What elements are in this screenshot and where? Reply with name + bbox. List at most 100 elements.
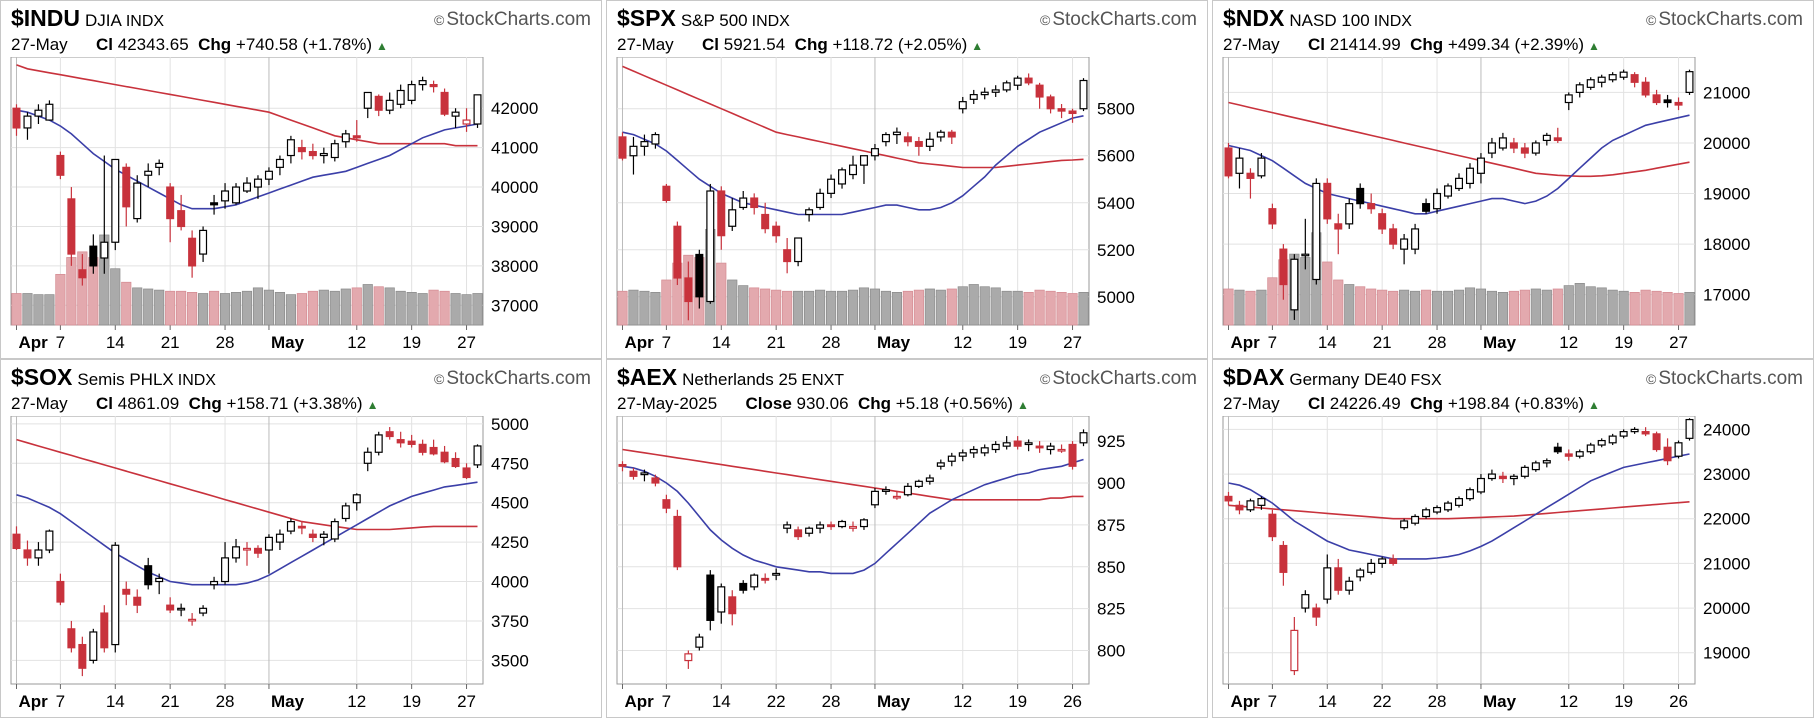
candle xyxy=(1487,137,1496,159)
candle xyxy=(308,529,317,543)
volume-bar xyxy=(727,279,738,326)
candle xyxy=(1553,127,1562,143)
volume-bar xyxy=(143,288,154,326)
candle xyxy=(308,143,317,160)
candle xyxy=(12,104,21,136)
candle xyxy=(144,163,153,188)
chart-panel: $INDU DJIA INDX © StockCharts.com 27-May Cl 4… xyxy=(0,0,602,359)
y-tick-label: 4750 xyxy=(491,454,529,473)
volume-bar xyxy=(1056,292,1067,326)
candle xyxy=(1685,69,1694,95)
candle xyxy=(451,452,460,469)
price-plot: 37000 38000 39000 40000 41000 42000 Apr 7 14 21 28… xyxy=(10,57,538,352)
candle xyxy=(363,447,372,472)
close-value: 5921.54 xyxy=(723,35,786,54)
candle xyxy=(827,521,836,530)
copyright-icon: © xyxy=(1646,371,1657,387)
volume-bar xyxy=(1267,277,1278,326)
y-tick-label: 5400 xyxy=(1097,194,1135,213)
candle xyxy=(1444,500,1453,513)
up-triangle-icon: ▲ xyxy=(376,39,388,53)
volume-bar xyxy=(935,289,946,326)
candle xyxy=(1301,590,1310,613)
candle xyxy=(330,518,339,543)
candle xyxy=(1564,449,1573,461)
candle xyxy=(848,521,858,532)
volume-bar xyxy=(814,289,826,326)
volume-bar xyxy=(263,289,275,326)
price-plot: 17000 18000 19000 20000 21000 Apr 7 14 21 28 May 12… xyxy=(1222,57,1750,352)
candle xyxy=(1663,438,1672,466)
candle xyxy=(473,444,482,469)
candle xyxy=(1674,97,1683,111)
candle xyxy=(1013,75,1022,90)
volume-bar xyxy=(472,293,483,326)
volume-bar xyxy=(913,289,924,326)
volume-bar xyxy=(639,290,650,326)
candle xyxy=(188,230,197,278)
candle xyxy=(155,573,164,595)
candle xyxy=(1268,509,1277,542)
candle xyxy=(1498,471,1507,483)
y-tick-label: 19000 xyxy=(1703,185,1750,204)
volume-bar xyxy=(296,293,307,326)
instrument-name: Netherlands 25 xyxy=(682,370,798,389)
brand-watermark: © StockCharts.com xyxy=(1040,368,1197,390)
moving-average-long xyxy=(16,64,478,147)
candle xyxy=(1685,418,1694,441)
x-tick-label: 27 xyxy=(457,333,476,352)
volume-bar xyxy=(208,290,220,326)
candle xyxy=(166,597,175,614)
candle xyxy=(1674,440,1683,459)
candle xyxy=(1509,137,1518,154)
volume-bar xyxy=(165,290,176,326)
candle xyxy=(848,155,858,180)
chart-panel: $AEX Netherlands 25 ENXT © StockCharts.com 27… xyxy=(606,359,1208,718)
symbol: $SOX xyxy=(11,364,73,390)
candle xyxy=(1345,198,1354,229)
y-tick-label: 5000 xyxy=(1097,288,1135,307)
volume-bar xyxy=(77,251,88,326)
y-tick-label: 39000 xyxy=(491,217,538,236)
candle xyxy=(1024,439,1033,452)
candle xyxy=(1002,80,1011,93)
candle xyxy=(1498,132,1507,151)
candle xyxy=(111,158,120,251)
y-tick-label: 24000 xyxy=(1703,420,1750,439)
candle xyxy=(1378,556,1387,568)
volume-bar xyxy=(738,285,749,326)
x-tick-label: Apr xyxy=(18,333,48,352)
y-tick-label: 825 xyxy=(1097,600,1125,619)
y-tick-label: 18000 xyxy=(1703,235,1750,254)
volume-bar xyxy=(55,273,66,326)
x-tick-label: May xyxy=(1483,333,1517,352)
volume-bar xyxy=(1023,292,1034,326)
candle xyxy=(341,502,350,522)
y-tick-label: 17000 xyxy=(1703,286,1750,305)
close-label: Cl xyxy=(702,35,720,54)
candle xyxy=(264,167,273,186)
y-tick-label: 4250 xyxy=(491,533,529,552)
x-tick-label: 19 xyxy=(1614,692,1633,711)
brand-name: StockCharts.com xyxy=(1658,368,1803,389)
y-tick-label: 4500 xyxy=(491,494,529,513)
candle xyxy=(684,650,693,669)
candle xyxy=(1454,496,1464,508)
y-tick-label: 875 xyxy=(1097,516,1125,535)
candle xyxy=(1641,427,1650,437)
candle xyxy=(1476,153,1485,184)
candle xyxy=(783,521,792,534)
candle xyxy=(991,441,1000,453)
x-tick-label: 28 xyxy=(822,692,841,711)
candle xyxy=(772,221,781,243)
volume-bar xyxy=(836,290,848,326)
candle xyxy=(838,519,847,529)
copyright-icon: © xyxy=(434,371,445,387)
volume-bar xyxy=(1497,292,1508,326)
candle xyxy=(1454,173,1464,191)
chart-header: $AEX Netherlands 25 ENXT xyxy=(617,364,844,390)
x-tick-label: 22 xyxy=(1373,692,1392,711)
candle xyxy=(286,135,295,164)
volume-bar xyxy=(121,281,132,326)
y-tick-label: 900 xyxy=(1097,474,1125,493)
